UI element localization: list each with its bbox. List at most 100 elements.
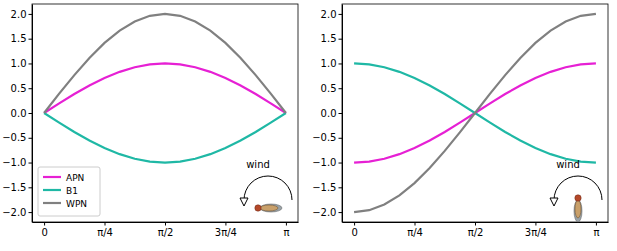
y-tick-mark (339, 138, 343, 139)
y-tick: 0.0 (11, 108, 32, 119)
y-tick: 1.0 (11, 58, 32, 69)
y-tick-label: 1.5 (11, 33, 27, 44)
y-tick-mark (339, 187, 343, 188)
x-tick: 3π/4 (215, 222, 237, 238)
y-tick-label: −1.0 (2, 157, 26, 168)
x-tick-label: 3π/4 (215, 227, 237, 238)
y-axis: −2.0 −1.5 −1.0 −0.5 0.0 0.5 1.0 1.5 2.0 (312, 5, 342, 223)
x-tick-label: 0 (41, 227, 47, 238)
x-tick: π/4 (97, 222, 113, 238)
fly-wings (574, 200, 582, 222)
series-line (44, 113, 286, 163)
y-tick: −1.5 (312, 182, 342, 193)
plot-frame (342, 4, 608, 222)
legend-box (38, 167, 100, 216)
y-tick-label: 0.5 (11, 83, 27, 94)
y-tick: 0.0 (321, 108, 342, 119)
wind-annotation (240, 176, 292, 212)
y-tick: −1.0 (2, 157, 32, 168)
x-tick: π (283, 222, 289, 238)
y-tick-label: 0.5 (321, 83, 337, 94)
legend-label: APN (66, 173, 84, 183)
y-tick-label: −2.0 (2, 207, 26, 218)
legend: APN B1 WPN (38, 167, 100, 216)
x-tick-mark (165, 222, 166, 226)
y-tick-mark (29, 88, 33, 89)
y-tick-mark (339, 113, 343, 114)
y-tick: 1.0 (321, 58, 342, 69)
x-tick: π/2 (468, 222, 484, 238)
y-tick-label: 0.0 (11, 108, 27, 119)
x-tick: π/4 (407, 222, 423, 238)
y-tick-label: 2.0 (11, 9, 27, 20)
y-tick-mark (29, 212, 33, 213)
x-tick: 3π/4 (525, 222, 547, 238)
series-line (44, 63, 286, 113)
y-tick-label: −1.5 (2, 182, 26, 193)
chart-panel: 0 π/4 π/2 3π/4 π −2.0 −1.5 −1.0 −0.5 0.0 0.5 1.0 1.5… (2, 4, 298, 238)
y-tick-label: 1.0 (11, 58, 27, 69)
wind-arrow (244, 176, 292, 200)
y-tick-mark (29, 163, 33, 164)
y-tick: 2.0 (11, 9, 32, 20)
chart-panel: 0 π/4 π/2 3π/4 π −2.0 −1.5 −1.0 −0.5 0.0 0.5 1.0 1.5… (312, 4, 608, 238)
x-tick: π/2 (158, 222, 174, 238)
x-tick-mark (535, 222, 536, 226)
y-tick-mark (339, 63, 343, 64)
plot-area (354, 14, 596, 212)
x-tick-mark (596, 222, 597, 226)
x-tick-mark (475, 222, 476, 226)
x-axis: 0 π/4 π/2 3π/4 π (33, 222, 299, 238)
y-tick-mark (339, 88, 343, 89)
y-tick-mark (29, 187, 33, 188)
fly-body (575, 200, 581, 218)
y-tick-label: −2.0 (312, 207, 336, 218)
y-tick: −0.5 (2, 132, 32, 143)
x-tick-label: 3π/4 (525, 227, 547, 238)
series-line (44, 14, 286, 113)
y-tick: 2.0 (321, 9, 342, 20)
x-tick-label: π/2 (158, 227, 174, 238)
wind-arrow-head (240, 198, 248, 206)
y-tick-mark (339, 212, 343, 213)
y-tick-label: −1.0 (312, 157, 336, 168)
annotation: wind (246, 159, 270, 170)
y-tick-label: 1.0 (321, 58, 337, 69)
legend-label: B1 (66, 186, 78, 196)
y-tick: 1.5 (321, 33, 342, 44)
wind-annotation (550, 176, 602, 222)
x-tick-label: 0 (351, 227, 357, 238)
fly-body (260, 205, 278, 211)
fly-wings (260, 204, 282, 212)
y-tick-mark (29, 63, 33, 64)
x-tick-mark (44, 222, 45, 226)
x-tick: π (593, 222, 599, 238)
x-tick-mark (286, 222, 287, 226)
legend-label: WPN (66, 199, 87, 209)
fly-icon (255, 204, 282, 212)
x-tick-mark (415, 222, 416, 226)
y-tick-label: 0.0 (321, 108, 337, 119)
y-tick: −1.0 (312, 157, 342, 168)
plot-frame (32, 4, 298, 222)
legend-swatch (43, 176, 61, 178)
x-tick-label: π/2 (468, 227, 484, 238)
y-tick-mark (29, 113, 33, 114)
y-tick: −2.0 (2, 207, 32, 218)
y-tick: 0.5 (321, 83, 342, 94)
y-tick: −2.0 (312, 207, 342, 218)
x-tick-mark (225, 222, 226, 226)
y-tick-label: −0.5 (312, 132, 336, 143)
x-axis: 0 π/4 π/2 3π/4 π (343, 222, 609, 238)
wind-arrow-head (550, 198, 558, 206)
plot-area (44, 14, 286, 163)
y-tick: −1.5 (2, 182, 32, 193)
y-tick-label: 1.5 (321, 33, 337, 44)
x-tick: 0 (351, 222, 357, 238)
x-tick-label: π (593, 227, 599, 238)
x-tick-mark (105, 222, 106, 226)
x-tick-mark (354, 222, 355, 226)
y-tick-mark (339, 39, 343, 40)
y-tick-mark (339, 163, 343, 164)
y-tick-label: −0.5 (2, 132, 26, 143)
